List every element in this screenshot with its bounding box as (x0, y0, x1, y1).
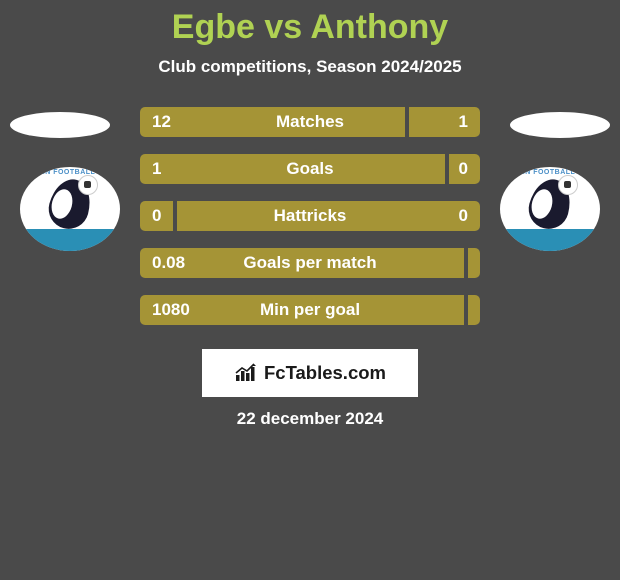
stat-right-value: 1 (459, 112, 468, 132)
page-title: Egbe vs Anthony (0, 8, 620, 47)
stat-bar: 0.08 Goals per match (140, 248, 480, 278)
brand-text: FcTables.com (264, 362, 386, 384)
stat-right-value: 0 (459, 159, 468, 179)
stat-left-value: 1080 (152, 300, 190, 320)
ball-icon (558, 175, 578, 195)
stat-left-value: 1 (152, 159, 161, 179)
stat-bar: 12 1 Matches (140, 107, 480, 137)
stat-right-fill: 1 (409, 107, 480, 137)
page-subtitle: Club competitions, Season 2024/2025 (0, 57, 620, 77)
player-right-avatar (510, 112, 610, 138)
club-logo-left: -PHIN FOOTBALL CL- (20, 167, 120, 251)
club-logo-right: -PHIN FOOTBALL CL- (500, 167, 600, 251)
ball-icon (78, 175, 98, 195)
brand-badge: FcTables.com (202, 349, 418, 397)
club-logo-left-text: -PHIN FOOTBALL CL- (20, 169, 120, 176)
stat-label: Goals per match (243, 253, 376, 273)
stat-bar: 1 0 Goals (140, 154, 480, 184)
player-left-avatar (10, 112, 110, 138)
stat-bar: 0 0 Hattricks (140, 201, 480, 231)
stat-label: Matches (276, 112, 344, 132)
stat-label: Goals (286, 159, 333, 179)
stat-left-value: 0.08 (152, 253, 185, 273)
stats-list: 12 1 Matches 1 0 Goals 0 0 Hattricks 0.08 Goals pe… (140, 107, 480, 325)
date-text: 22 december 2024 (0, 409, 620, 429)
stat-left-fill: 12 (140, 107, 405, 137)
stat-left-fill: 0 (140, 201, 173, 231)
stat-label: Hattricks (274, 206, 347, 226)
stat-right-fill (468, 295, 480, 325)
club-logo-right-text: -PHIN FOOTBALL CL- (500, 169, 600, 176)
stat-left-value: 12 (152, 112, 171, 132)
stat-bar: 1080 Min per goal (140, 295, 480, 325)
stat-left-value: 0 (152, 206, 161, 226)
chart-icon (234, 363, 258, 383)
stat-right-value: 0 (459, 206, 468, 226)
stat-right-fill: 0 (449, 154, 480, 184)
comparison-panel: -PHIN FOOTBALL CL- -PHIN FOOTBALL CL- 12… (0, 107, 620, 429)
stat-label: Min per goal (260, 300, 360, 320)
stat-right-fill (468, 248, 480, 278)
